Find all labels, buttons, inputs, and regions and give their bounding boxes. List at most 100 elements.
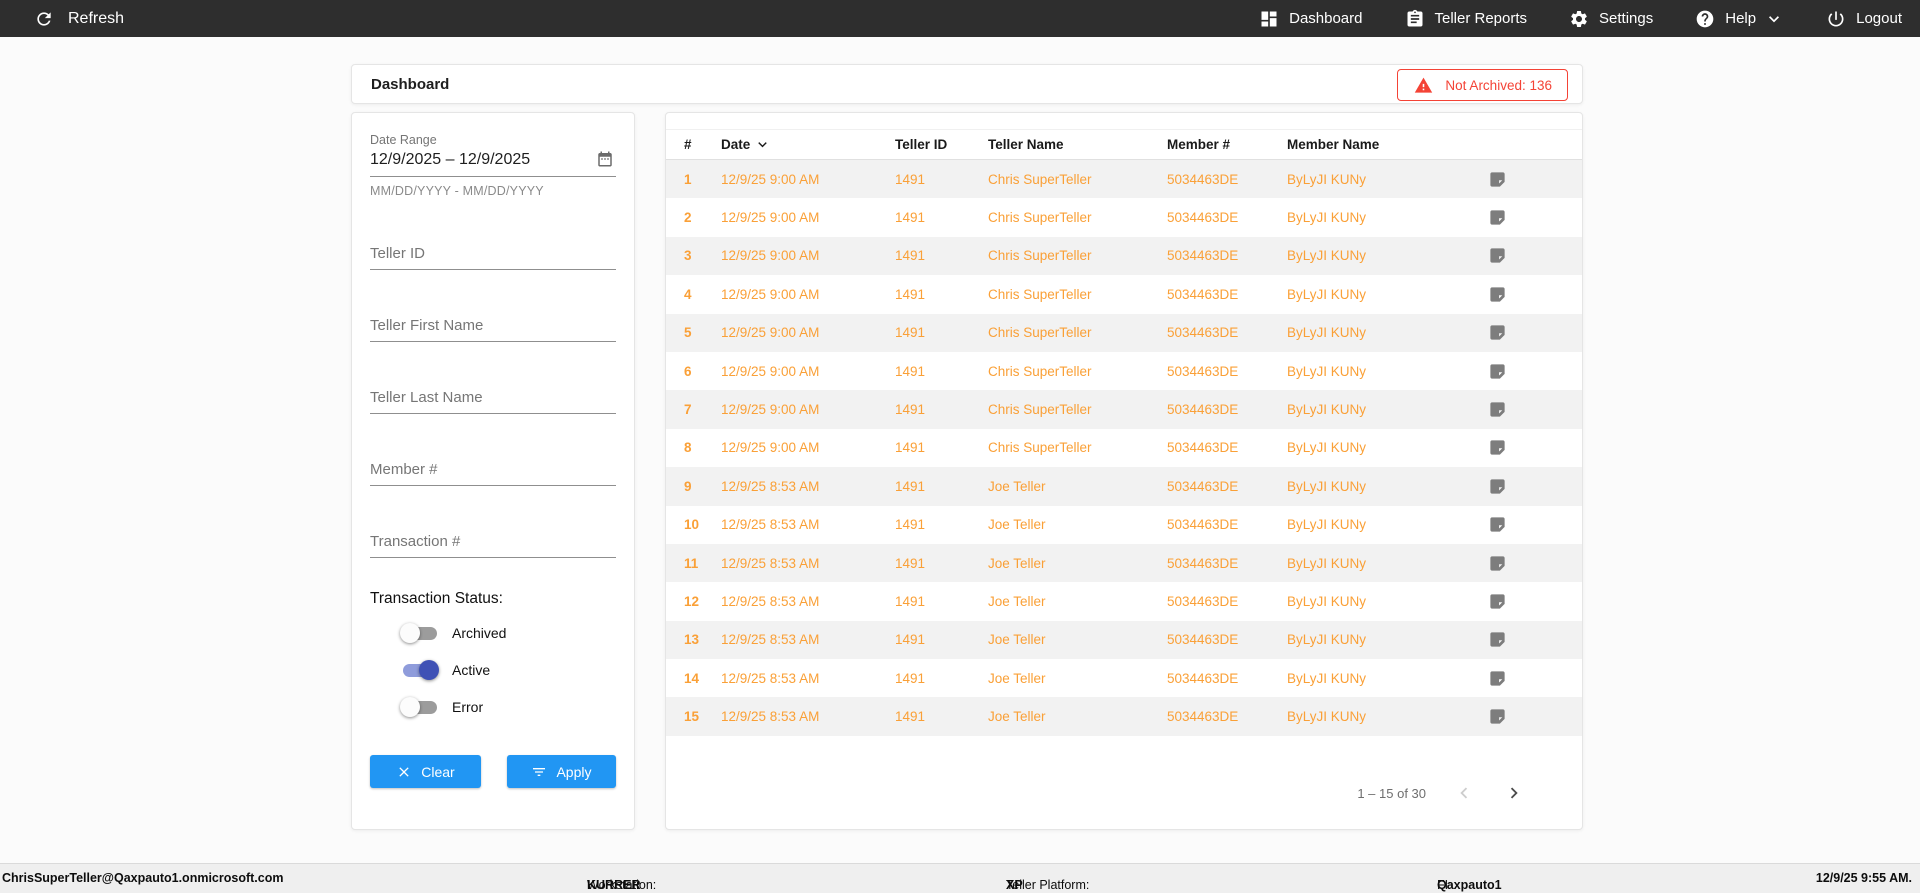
- cell-num: 9: [684, 478, 692, 494]
- member-number-input[interactable]: [370, 457, 616, 486]
- note-icon[interactable]: [1488, 208, 1564, 227]
- cell-member-num: 5034463DE: [1167, 402, 1239, 418]
- page-title: Dashboard: [371, 75, 450, 93]
- note-icon[interactable]: [1488, 323, 1564, 342]
- cell-teller-name: Chris SuperTeller: [988, 402, 1092, 418]
- cell-date: 12/9/25 8:53 AM: [721, 632, 820, 648]
- close-icon: [399, 766, 409, 777]
- cell-num: 8: [684, 440, 692, 456]
- transaction-status-label: Transaction Status:: [370, 590, 503, 607]
- nav-item-settings[interactable]: Settings: [1569, 9, 1653, 29]
- table-row[interactable]: 4 12/9/25 9:00 AM 1491 Chris SuperTeller 503…: [666, 275, 1582, 313]
- previous-page-button[interactable]: [1452, 781, 1476, 805]
- cell-teller-name: Chris SuperTeller: [988, 440, 1092, 456]
- cell-member-name: ByLyJI KUNy: [1287, 363, 1367, 379]
- note-icon[interactable]: [1488, 707, 1564, 726]
- date-range-value: 12/9/2025 – 12/9/2025: [370, 151, 531, 168]
- note-icon[interactable]: [1488, 592, 1564, 611]
- error-toggle[interactable]: [400, 696, 440, 718]
- transaction-number-input[interactable]: [370, 529, 616, 558]
- teller-last-name-input[interactable]: [370, 385, 616, 414]
- cell-teller-id: 1491: [895, 709, 926, 725]
- table-row[interactable]: 1 12/9/25 9:00 AM 1491 Chris SuperTeller 503…: [666, 160, 1582, 199]
- cell-num: 2: [684, 210, 692, 226]
- cell-member-num: 5034463DE: [1167, 286, 1239, 302]
- cell-teller-id: 1491: [895, 440, 926, 456]
- cell-member-name: ByLyJI KUNy: [1287, 670, 1367, 686]
- cell-member-num: 5034463DE: [1167, 210, 1239, 226]
- note-icon[interactable]: [1488, 362, 1564, 381]
- cell-teller-name: Chris SuperTeller: [988, 248, 1092, 264]
- note-icon[interactable]: [1488, 438, 1564, 457]
- note-icon[interactable]: [1488, 515, 1564, 534]
- cell-teller-name: Chris SuperTeller: [988, 210, 1092, 226]
- cell-teller-id: 1491: [895, 248, 926, 264]
- table-row[interactable]: 12 12/9/25 8:53 AM 1491 Joe Teller 5034463DE…: [666, 582, 1582, 620]
- clear-button[interactable]: Clear: [370, 755, 481, 788]
- cell-date: 12/9/25 9:00 AM: [721, 171, 820, 187]
- cell-num: 1: [684, 171, 692, 187]
- table-row[interactable]: 3 12/9/25 9:00 AM 1491 Chris SuperTeller 503…: [666, 236, 1582, 276]
- cell-teller-id: 1491: [895, 363, 926, 379]
- table-row[interactable]: 14 12/9/25 8:53 AM 1491 Joe Teller 5034463DE…: [666, 659, 1582, 697]
- cell-num: 10: [684, 517, 700, 533]
- cell-member-num: 5034463DE: [1167, 555, 1239, 571]
- status-bar: ChrisSuperTeller@Qaxpauto1.onmicrosoft.c…: [0, 863, 1920, 893]
- apply-button[interactable]: Apply: [506, 755, 616, 788]
- note-icon[interactable]: [1488, 554, 1564, 573]
- nav-item-teller-reports[interactable]: Teller Reports: [1405, 9, 1527, 29]
- table-row[interactable]: 11 12/9/25 8:53 AM 1491 Joe Teller 5034463DE…: [666, 543, 1582, 583]
- nav-item-logout[interactable]: Logout: [1826, 9, 1902, 29]
- note-icon[interactable]: [1488, 170, 1564, 189]
- cell-num: 5: [684, 325, 692, 341]
- table-row[interactable]: 15 12/9/25 8:53 AM 1491 Joe Teller 5034463DE…: [666, 697, 1582, 736]
- cell-member-num: 5034463DE: [1167, 478, 1239, 494]
- cell-teller-name: Chris SuperTeller: [988, 325, 1092, 341]
- nav-item-dashboard[interactable]: Dashboard: [1259, 9, 1363, 29]
- teller-id-input[interactable]: [370, 241, 616, 270]
- cell-date: 12/9/25 9:00 AM: [721, 248, 820, 264]
- apply-button-label: Apply: [556, 763, 592, 780]
- archived-toggle[interactable]: [400, 622, 440, 644]
- cell-member-num: 5034463DE: [1167, 709, 1239, 725]
- table-row[interactable]: 13 12/9/25 8:53 AM 1491 Joe Teller 5034463DE…: [666, 620, 1582, 660]
- note-icon[interactable]: [1488, 477, 1564, 496]
- cell-member-name: ByLyJI KUNy: [1287, 709, 1367, 725]
- cell-date: 12/9/25 8:53 AM: [721, 478, 820, 494]
- teller-first-name-input[interactable]: [370, 313, 616, 342]
- cell-member-name: ByLyJI KUNy: [1287, 248, 1367, 264]
- cell-member-name: ByLyJI KUNy: [1287, 478, 1367, 494]
- table-row[interactable]: 9 12/9/25 8:53 AM 1491 Joe Teller 5034463DE B…: [666, 467, 1582, 506]
- date-range-field[interactable]: 12/9/2025 – 12/9/2025: [370, 147, 616, 177]
- column-header-teller-id: Teller ID: [895, 137, 948, 152]
- calendar-icon[interactable]: [596, 150, 616, 170]
- note-icon[interactable]: [1488, 669, 1564, 688]
- transactions-table-card: # Date Teller ID Teller Name Member # Me…: [665, 112, 1583, 830]
- cell-member-num: 5034463DE: [1167, 670, 1239, 686]
- active-toggle[interactable]: [400, 659, 440, 681]
- column-header-member-name: Member Name: [1287, 137, 1380, 152]
- table-row[interactable]: 8 12/9/25 9:00 AM 1491 Chris SuperTeller 503…: [666, 429, 1582, 467]
- table-row[interactable]: 6 12/9/25 9:00 AM 1491 Chris SuperTeller 503…: [666, 352, 1582, 390]
- note-icon[interactable]: [1488, 285, 1564, 304]
- cell-date: 12/9/25 9:00 AM: [721, 325, 820, 341]
- table-row[interactable]: 10 12/9/25 8:53 AM 1491 Joe Teller 5034463DE…: [666, 506, 1582, 544]
- next-page-button[interactable]: [1502, 781, 1526, 805]
- cell-teller-name: Chris SuperTeller: [988, 286, 1092, 302]
- nav-item-help[interactable]: Help: [1695, 9, 1784, 29]
- refresh-button[interactable]: Refresh: [34, 9, 124, 29]
- warning-icon: [1415, 77, 1433, 93]
- note-icon[interactable]: [1488, 630, 1564, 649]
- cell-teller-id: 1491: [895, 632, 926, 648]
- cell-member-name: ByLyJI KUNy: [1287, 210, 1367, 226]
- sort-desc-icon: [754, 134, 771, 156]
- cell-num: 3: [684, 248, 692, 264]
- table-row[interactable]: 7 12/9/25 9:00 AM 1491 Chris SuperTeller 503…: [666, 390, 1582, 429]
- table-row[interactable]: 2 12/9/25 9:00 AM 1491 Chris SuperTeller 503…: [666, 198, 1582, 236]
- note-icon[interactable]: [1488, 400, 1564, 419]
- column-header-num: #: [684, 137, 692, 152]
- not-archived-label: Not Archived: 136: [1445, 77, 1552, 93]
- table-row[interactable]: 5 12/9/25 9:00 AM 1491 Chris SuperTeller 503…: [666, 313, 1582, 352]
- note-icon[interactable]: [1488, 246, 1564, 265]
- column-header-date[interactable]: Date: [721, 134, 895, 156]
